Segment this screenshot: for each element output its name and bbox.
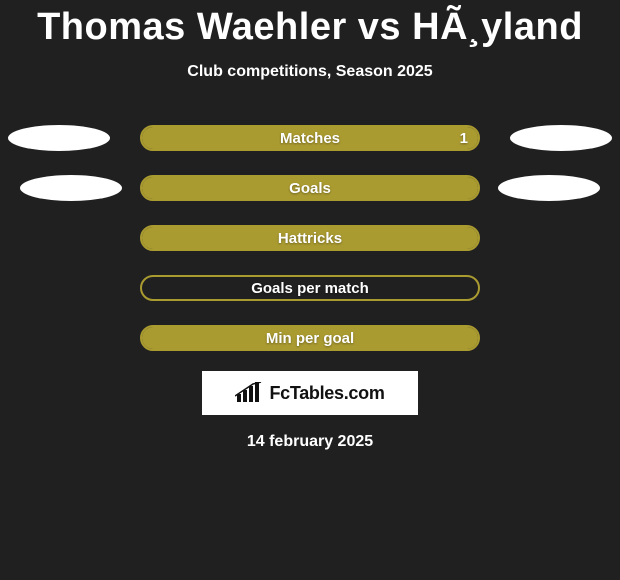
brand-chart-icon [235,382,263,404]
date-text: 14 february 2025 [0,433,620,451]
comparison-bars: Matches1 Goals Hattricks Goals per match Min… [0,125,620,351]
comparison-row: Min per goal [0,325,620,351]
page-subtitle: Club competitions, Season 2025 [0,63,620,81]
brand-badge: FcTables.com [202,371,418,415]
left-value-ellipse [20,175,122,201]
stat-label: Goals per match [142,277,478,299]
stat-label: Matches [142,127,478,149]
stat-label: Hattricks [142,227,478,249]
stat-label: Goals [142,177,478,199]
right-value-ellipse [510,125,612,151]
stat-bar: Hattricks [140,225,480,251]
brand-text: FcTables.com [269,383,384,404]
stat-right-value: 1 [460,127,468,149]
stat-bar: Min per goal [140,325,480,351]
stat-label: Min per goal [142,327,478,349]
comparison-row: Goals per match [0,275,620,301]
left-value-ellipse [8,125,110,151]
comparison-row: Matches1 [0,125,620,151]
stat-bar: Goals per match [140,275,480,301]
comparison-row: Hattricks [0,225,620,251]
right-value-ellipse [498,175,600,201]
comparison-row: Goals [0,175,620,201]
stat-bar: Matches1 [140,125,480,151]
page-title: Thomas Waehler vs HÃ¸yland [0,0,620,49]
stat-bar: Goals [140,175,480,201]
